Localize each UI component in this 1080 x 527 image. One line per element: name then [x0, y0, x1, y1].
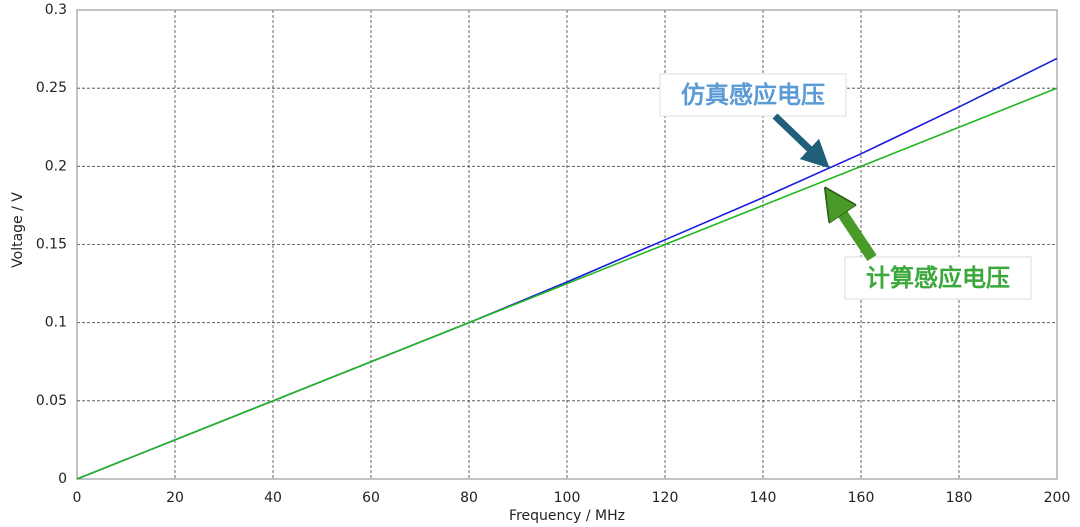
y-tick-label: 0.25 — [36, 80, 67, 96]
x-tick-label: 200 — [1044, 490, 1071, 506]
annotation-arrow — [772, 113, 830, 169]
y-tick-label: 0 — [58, 471, 67, 487]
x-tick-label: 20 — [166, 490, 184, 506]
y-tick-label: 0.3 — [45, 2, 67, 18]
annotation-box — [844, 256, 1032, 300]
x-tick-label: 100 — [554, 490, 581, 506]
x-tick-label: 80 — [460, 490, 478, 506]
y-tick-label: 0.2 — [45, 158, 67, 174]
x-axis-label: Frequency / MHz — [509, 508, 625, 524]
x-tick-label: 0 — [73, 490, 82, 506]
y-tick-label: 0.1 — [45, 315, 67, 331]
y-tick-label: 0.05 — [36, 393, 67, 409]
plot-border — [76, 9, 1058, 480]
annotation-box — [659, 73, 847, 117]
x-tick-label: 140 — [750, 490, 777, 506]
series-line — [76, 87, 1058, 480]
y-axis-label: Voltage / V — [10, 192, 26, 268]
annotation-arrow — [832, 198, 877, 262]
x-tick-label: 120 — [652, 490, 679, 506]
x-tick-label: 180 — [946, 490, 973, 506]
x-tick-label: 160 — [848, 490, 875, 506]
x-tick-label: 60 — [362, 490, 380, 506]
x-tick-label: 40 — [264, 490, 282, 506]
annotation-text: 仿真感应电压 — [681, 81, 825, 109]
annotation-text: 计算感应电压 — [866, 264, 1010, 292]
y-tick-label: 0.15 — [36, 237, 67, 253]
